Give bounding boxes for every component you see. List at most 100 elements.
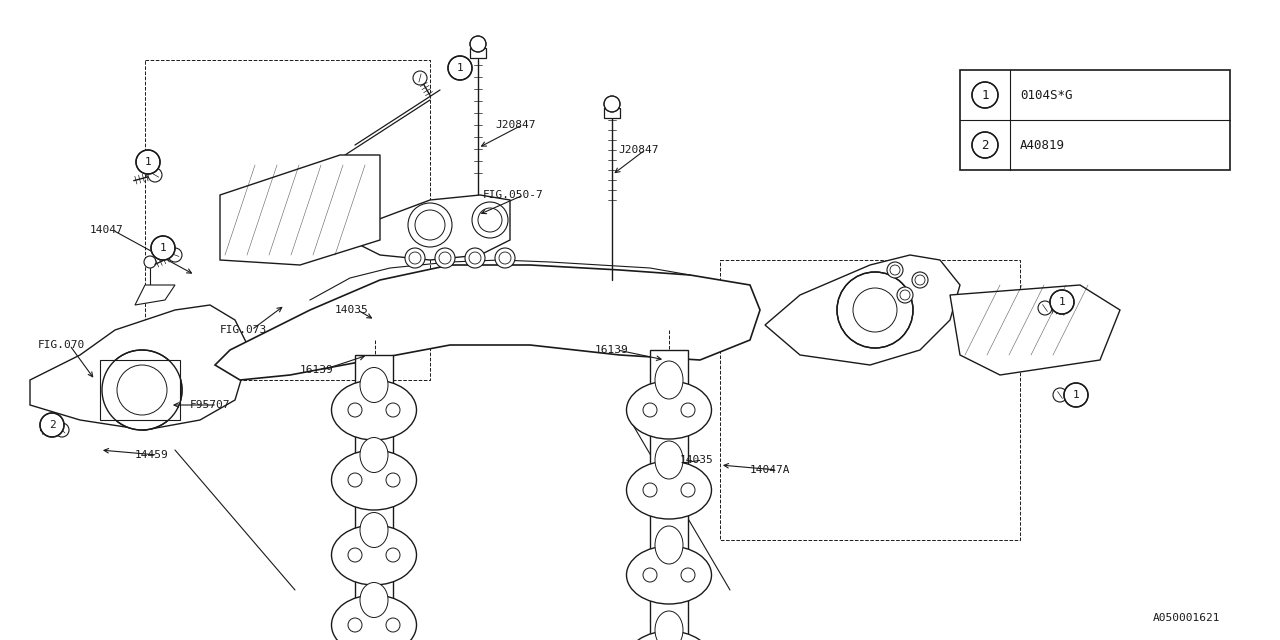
Circle shape bbox=[1053, 388, 1068, 402]
Bar bbox=[355, 570, 393, 625]
Circle shape bbox=[55, 423, 69, 437]
Circle shape bbox=[604, 96, 620, 112]
Ellipse shape bbox=[655, 526, 684, 564]
Circle shape bbox=[448, 56, 472, 80]
Text: 1: 1 bbox=[982, 88, 988, 102]
Circle shape bbox=[897, 287, 913, 303]
Circle shape bbox=[387, 403, 401, 417]
Ellipse shape bbox=[332, 380, 416, 440]
Text: 1: 1 bbox=[1073, 390, 1079, 400]
Ellipse shape bbox=[655, 361, 684, 399]
Circle shape bbox=[435, 248, 454, 268]
Text: 14047A: 14047A bbox=[750, 465, 791, 475]
Circle shape bbox=[145, 256, 156, 268]
Text: 14035: 14035 bbox=[335, 305, 369, 315]
Text: A40819: A40819 bbox=[1020, 138, 1065, 152]
Circle shape bbox=[40, 413, 64, 437]
Text: J20847: J20847 bbox=[618, 145, 658, 155]
Circle shape bbox=[1064, 383, 1088, 407]
Text: 14047: 14047 bbox=[90, 225, 124, 235]
Circle shape bbox=[837, 272, 913, 348]
Polygon shape bbox=[349, 195, 509, 260]
Text: 14459: 14459 bbox=[134, 450, 169, 460]
Circle shape bbox=[643, 403, 657, 417]
Text: 16139: 16139 bbox=[595, 345, 628, 355]
Circle shape bbox=[972, 132, 998, 158]
Circle shape bbox=[465, 248, 485, 268]
Circle shape bbox=[348, 403, 362, 417]
Text: 1: 1 bbox=[457, 63, 463, 73]
Circle shape bbox=[387, 473, 401, 487]
Text: 1: 1 bbox=[145, 157, 151, 167]
Bar bbox=[355, 425, 393, 480]
Text: 1: 1 bbox=[1059, 297, 1065, 307]
Bar bbox=[355, 355, 393, 410]
Text: FIG.050-7: FIG.050-7 bbox=[483, 190, 544, 200]
Bar bbox=[650, 430, 689, 490]
Polygon shape bbox=[134, 285, 175, 305]
Circle shape bbox=[913, 272, 928, 288]
Bar bbox=[960, 70, 1230, 170]
Circle shape bbox=[1050, 290, 1074, 314]
Ellipse shape bbox=[332, 450, 416, 510]
Circle shape bbox=[387, 618, 401, 632]
Text: J20847: J20847 bbox=[495, 120, 535, 130]
Text: 1: 1 bbox=[160, 243, 166, 253]
Text: 2: 2 bbox=[49, 420, 55, 430]
Text: F95707: F95707 bbox=[189, 400, 230, 410]
Circle shape bbox=[387, 548, 401, 562]
Ellipse shape bbox=[360, 513, 388, 547]
Text: A050001621: A050001621 bbox=[1152, 613, 1220, 623]
Ellipse shape bbox=[332, 525, 416, 585]
Bar bbox=[470, 48, 486, 58]
Circle shape bbox=[681, 403, 695, 417]
Circle shape bbox=[408, 203, 452, 247]
Ellipse shape bbox=[626, 546, 712, 604]
Ellipse shape bbox=[332, 595, 416, 640]
Polygon shape bbox=[220, 155, 380, 265]
Ellipse shape bbox=[655, 611, 684, 640]
Circle shape bbox=[681, 483, 695, 497]
Circle shape bbox=[972, 82, 998, 108]
Bar bbox=[355, 500, 393, 555]
Circle shape bbox=[643, 483, 657, 497]
Circle shape bbox=[643, 568, 657, 582]
Circle shape bbox=[348, 473, 362, 487]
Circle shape bbox=[404, 248, 425, 268]
Circle shape bbox=[472, 202, 508, 238]
Circle shape bbox=[102, 350, 182, 430]
Circle shape bbox=[470, 36, 486, 52]
Ellipse shape bbox=[655, 441, 684, 479]
Circle shape bbox=[168, 248, 182, 262]
Bar bbox=[650, 515, 689, 575]
Polygon shape bbox=[215, 265, 760, 380]
Bar bbox=[604, 108, 620, 118]
Ellipse shape bbox=[360, 582, 388, 618]
Circle shape bbox=[136, 150, 160, 174]
Ellipse shape bbox=[360, 367, 388, 403]
Bar bbox=[650, 600, 689, 640]
Text: 16139: 16139 bbox=[300, 365, 334, 375]
Circle shape bbox=[348, 548, 362, 562]
Text: 0104S*G: 0104S*G bbox=[1020, 88, 1073, 102]
Polygon shape bbox=[100, 360, 180, 420]
Polygon shape bbox=[765, 255, 960, 365]
Circle shape bbox=[348, 618, 362, 632]
Text: FIG.073: FIG.073 bbox=[220, 325, 268, 335]
Bar bbox=[650, 350, 689, 410]
Polygon shape bbox=[29, 305, 250, 430]
Circle shape bbox=[681, 568, 695, 582]
Circle shape bbox=[1038, 301, 1052, 315]
Circle shape bbox=[495, 248, 515, 268]
Circle shape bbox=[887, 262, 902, 278]
Ellipse shape bbox=[626, 381, 712, 439]
Text: 14035: 14035 bbox=[680, 455, 714, 465]
Ellipse shape bbox=[626, 461, 712, 519]
Ellipse shape bbox=[626, 631, 712, 640]
Circle shape bbox=[148, 168, 163, 182]
Text: FIG.070: FIG.070 bbox=[38, 340, 86, 350]
Ellipse shape bbox=[360, 438, 388, 472]
Text: 2: 2 bbox=[982, 138, 988, 152]
Polygon shape bbox=[950, 285, 1120, 375]
Circle shape bbox=[151, 236, 175, 260]
